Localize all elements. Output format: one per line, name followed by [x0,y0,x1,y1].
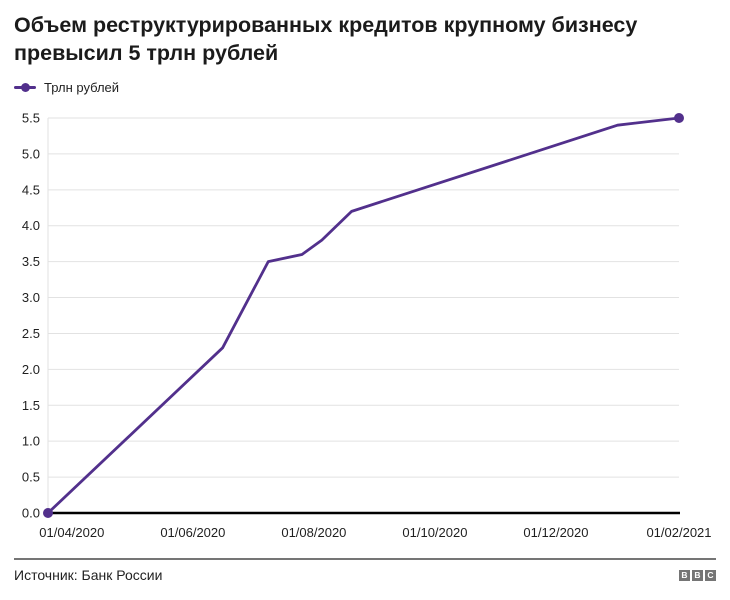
y-tick-label: 2.5 [22,326,40,341]
data-point-marker [674,113,684,123]
footer: Источник: Банк России B B C [14,558,716,583]
legend-label: Трлн рублей [44,80,120,95]
bbc-logo-letter: B [679,570,690,581]
y-tick-label: 5.5 [22,111,40,126]
y-tick-label: 0.0 [22,506,40,521]
x-tick-label: 01/02/2021 [646,525,711,540]
chart-title: Объем реструктурированных кредитов крупн… [14,13,638,65]
y-tick-label: 3.0 [22,290,40,305]
bbc-logo: B B C [679,560,716,581]
legend: Трлн рублей [14,80,119,95]
x-tick-label: 01/04/2020 [39,525,104,540]
x-tick-label: 01/08/2020 [281,525,346,540]
legend-line-marker-icon [14,83,36,92]
y-tick-label: 4.0 [22,218,40,233]
y-tick-label: 4.5 [22,182,40,197]
y-tick-label: 2.0 [22,362,40,377]
y-tick-label: 5.0 [22,146,40,161]
data-point-marker [43,508,53,518]
y-tick-label: 3.5 [22,254,40,269]
bbc-logo-letter: C [705,570,716,581]
x-tick-label: 01/12/2020 [523,525,588,540]
y-tick-label: 1.5 [22,398,40,413]
x-tick-label: 01/06/2020 [160,525,225,540]
source-note: Источник: Банк России [14,567,163,583]
bbc-logo-letter: B [692,570,703,581]
y-tick-label: 0.5 [22,470,40,485]
series-line [46,116,681,515]
legend-dot-icon [20,83,30,92]
x-tick-label: 01/10/2020 [402,525,467,540]
y-tick-label: 1.0 [22,434,40,449]
